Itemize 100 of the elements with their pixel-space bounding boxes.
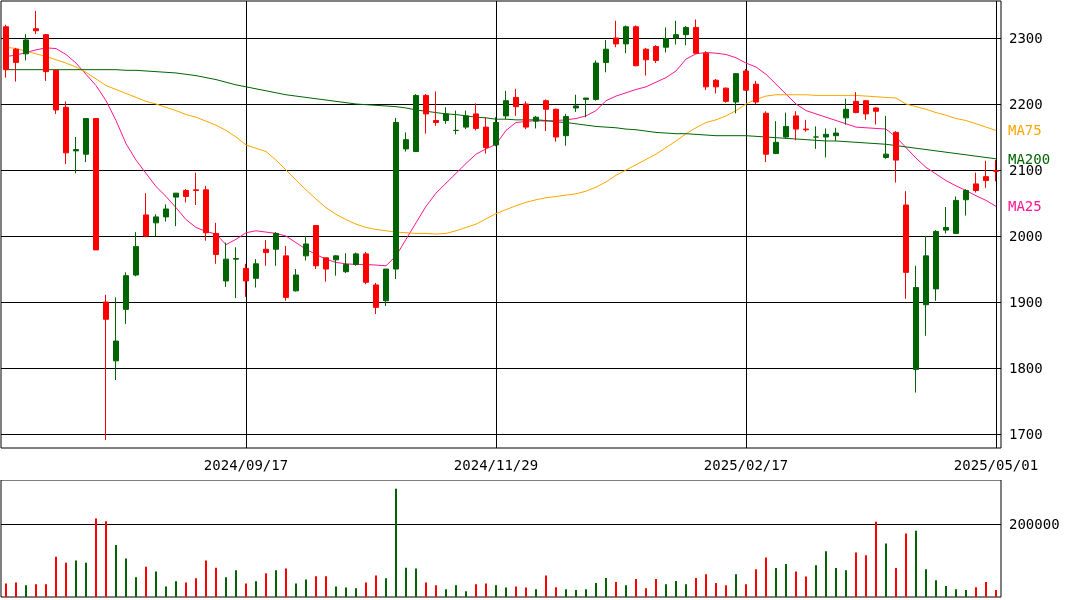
bar — [245, 583, 247, 597]
candlestick — [413, 93, 419, 153]
candlestick — [483, 116, 489, 155]
candlestick — [433, 90, 439, 127]
candlestick — [3, 24, 9, 79]
x-tick-label: 2024/09/17 — [203, 457, 289, 473]
bar — [205, 560, 207, 597]
candlestick — [53, 69, 59, 115]
candlestick — [973, 172, 979, 193]
candlestick — [693, 18, 699, 55]
candlestick — [423, 93, 429, 135]
series-label: MA75 — [1008, 122, 1042, 139]
bar — [425, 582, 427, 597]
bar — [755, 569, 757, 597]
candlestick — [353, 252, 359, 267]
candlestick — [163, 203, 169, 223]
bar — [735, 574, 737, 597]
candlestick — [643, 47, 649, 77]
y-tick-label: 2200 — [1009, 96, 1043, 112]
bar — [35, 584, 37, 597]
bar — [175, 581, 177, 597]
candlestick — [273, 231, 279, 267]
candlestick — [673, 20, 679, 46]
candlestick — [213, 222, 219, 265]
bar — [275, 570, 277, 597]
bar — [25, 585, 27, 597]
candlestick — [943, 206, 949, 234]
bar — [995, 590, 997, 597]
candlestick — [383, 268, 389, 307]
y-tick-label: 2300 — [1009, 29, 1043, 46]
candlestick — [933, 229, 939, 302]
candlestick — [553, 108, 559, 143]
candlestick — [443, 106, 449, 125]
bar — [705, 574, 707, 597]
candlestick — [773, 120, 779, 155]
bar — [815, 565, 817, 597]
bar — [905, 533, 907, 597]
candlestick — [993, 159, 999, 182]
bar — [65, 562, 67, 597]
candlestick — [713, 78, 719, 94]
bar — [515, 586, 517, 597]
bar — [325, 576, 327, 597]
candlestick — [203, 185, 209, 242]
bar — [375, 575, 377, 597]
bar — [55, 556, 57, 597]
bar — [545, 575, 547, 597]
bar — [935, 580, 937, 597]
bar — [45, 584, 47, 597]
candlestick — [603, 39, 609, 73]
candlestick — [743, 68, 749, 92]
bar — [125, 558, 127, 597]
bar — [915, 530, 917, 597]
candlestick — [463, 110, 469, 130]
bar — [615, 582, 617, 597]
y-tick-label: 200000 — [1009, 515, 1060, 532]
candlestick — [83, 118, 89, 163]
bar — [715, 583, 717, 597]
bar — [675, 580, 677, 597]
bar — [335, 586, 337, 597]
candlestick — [913, 265, 919, 394]
bar — [955, 589, 957, 597]
candlestick — [343, 252, 349, 274]
candlestick — [173, 192, 179, 227]
candlestick — [983, 160, 989, 189]
candlestick — [783, 112, 789, 139]
bar — [225, 577, 227, 597]
bar — [215, 567, 217, 597]
candlestick — [233, 246, 239, 299]
bar — [145, 566, 147, 597]
x-tick-label: 2025/02/17 — [703, 457, 789, 473]
bar — [575, 590, 577, 597]
bar — [625, 585, 627, 597]
bar — [485, 583, 487, 597]
candlestick — [543, 98, 549, 132]
bar — [315, 576, 317, 597]
candlestick — [843, 98, 849, 125]
bar — [345, 587, 347, 597]
bar — [365, 582, 367, 597]
candlestick — [93, 118, 99, 251]
bar — [165, 586, 167, 597]
bar — [805, 576, 807, 597]
bar — [5, 583, 7, 597]
y-tick-label: 1700 — [1009, 426, 1043, 443]
bar — [105, 521, 107, 597]
candlestick — [223, 242, 229, 288]
candlestick — [123, 271, 129, 325]
bar — [795, 571, 797, 597]
bar — [295, 583, 297, 597]
candlestick — [13, 47, 19, 83]
candlestick — [793, 110, 799, 141]
candlestick — [303, 235, 309, 261]
bar — [565, 589, 567, 597]
candlestick — [473, 102, 479, 131]
candlestick — [33, 10, 39, 35]
bar — [255, 581, 257, 597]
candlestick — [763, 110, 769, 163]
bar — [885, 543, 887, 597]
candlestick — [313, 224, 319, 270]
candlestick — [393, 117, 399, 280]
bar — [85, 562, 87, 597]
